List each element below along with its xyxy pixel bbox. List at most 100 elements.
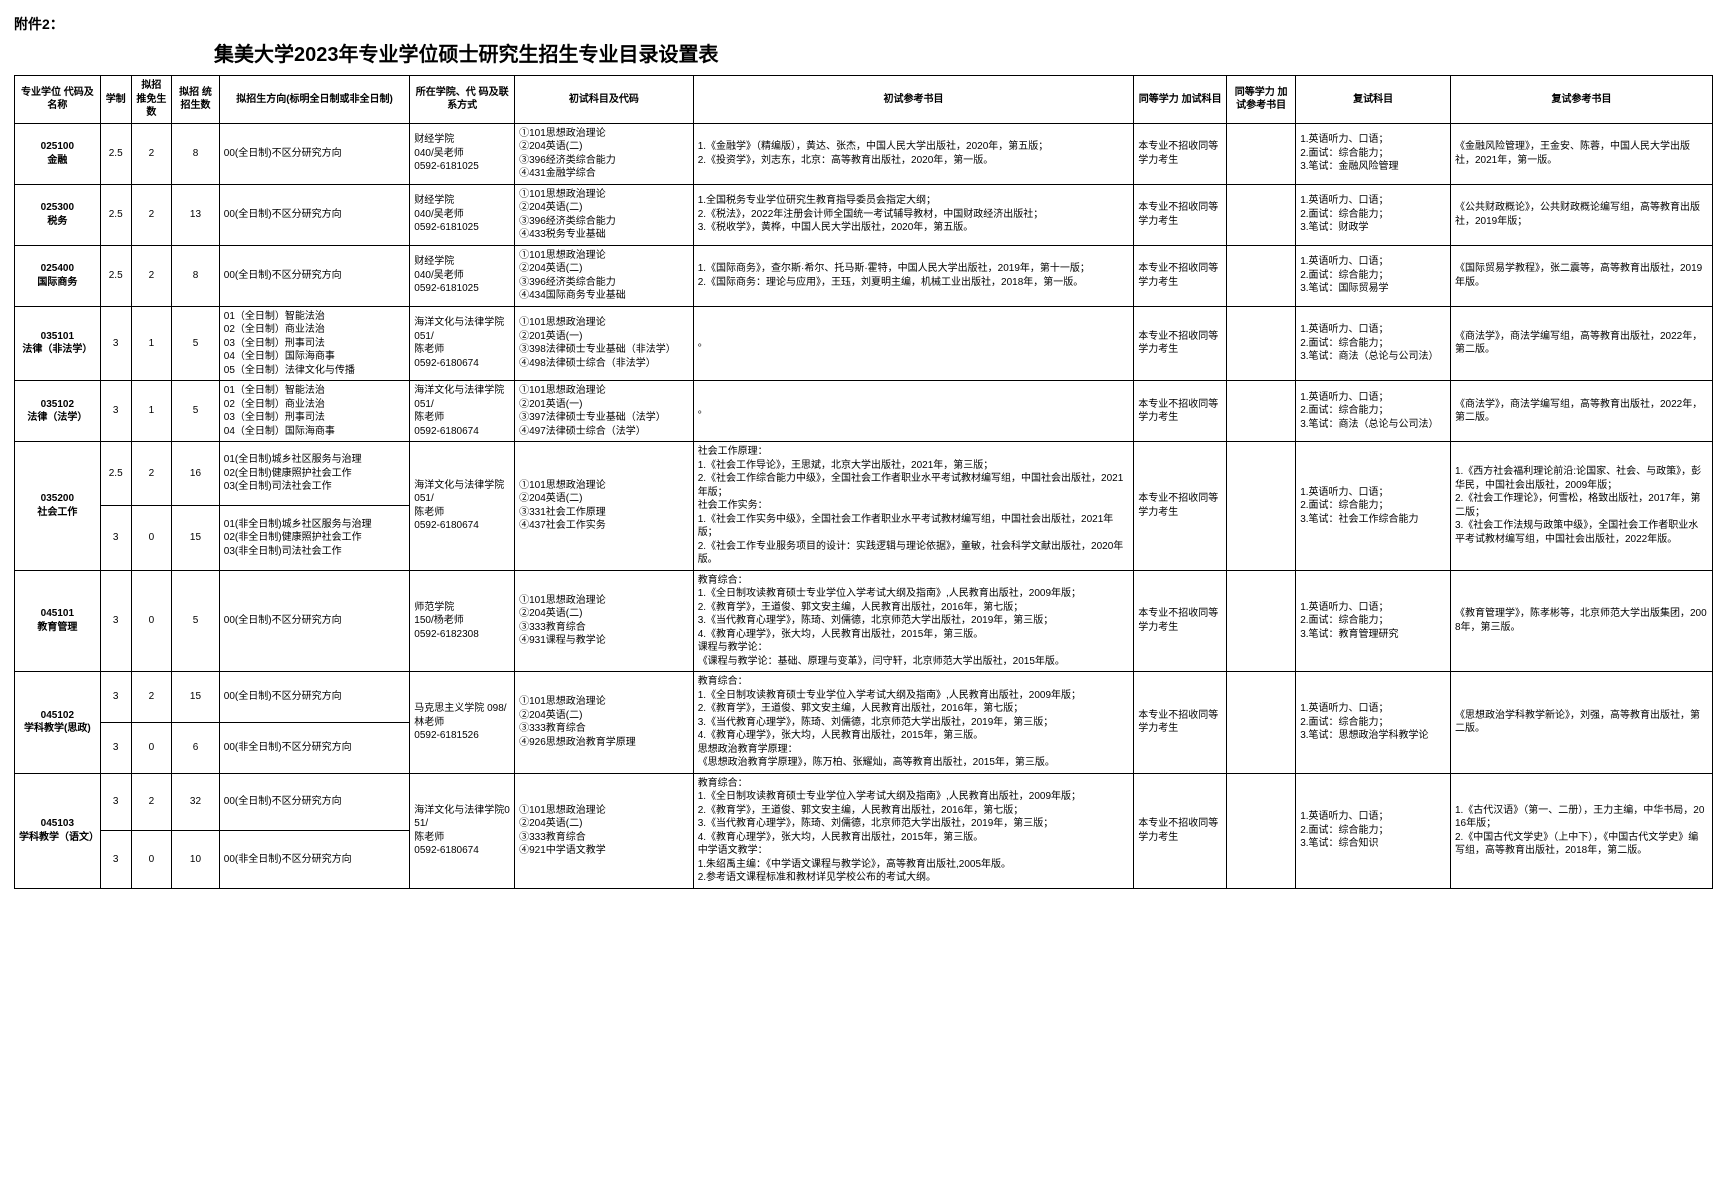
header-row: 专业学位 代码及名称 学制 拟招 推免生数 拟招 统招生数 拟招生方向(标明全日… [15, 76, 1713, 124]
cell-fushi: 1.英语听力、口语； 2.面试：综合能力； 3.笔试：财政学 [1296, 184, 1451, 245]
cell-tdref [1227, 672, 1296, 774]
table-row: 045102 学科教学(思政)321500(全日制)不区分研究方向马克思主义学院… [15, 672, 1713, 723]
th-ref1: 初试参考书目 [693, 76, 1134, 124]
cell-n1: 2 [131, 773, 171, 831]
cell-xuezhi: 2.5 [100, 245, 131, 306]
cell-code: 045103 学科教学（语文） [15, 773, 101, 888]
cell-n2: 13 [172, 184, 220, 245]
cell-exam: ①101思想政治理论 ②201英语(一) ③397法律硕士专业基础（法学） ④4… [515, 381, 694, 442]
cell-tdxk: 本专业不招收同等学力考生 [1134, 570, 1227, 672]
cell-tdxk: 本专业不招收同等学力考生 [1134, 123, 1227, 184]
cell-fushi: 1.英语听力、口语； 2.面试：综合能力； 3.笔试：思想政治学科教学论 [1296, 672, 1451, 774]
cell-tdref [1227, 123, 1296, 184]
cell-n1: 0 [131, 506, 171, 570]
cell-xuezhi: 3 [100, 570, 131, 672]
cell-ref1: 教育综合： 1.《全日制攻读教育硕士专业学位入学考试大纲及指南》,人民教育出版社… [693, 672, 1134, 774]
cell-ref1: 1.全国税务专业学位研究生教育指导委员会指定大纲； 2.《税法》，2022年注册… [693, 184, 1134, 245]
cell-fref: 《教育管理学》，陈孝彬等，北京师范大学出版集团，2008年，第三版。 [1450, 570, 1712, 672]
page-title: 集美大学2023年专业学位硕士研究生招生专业目录设置表 [214, 38, 1713, 67]
cell-xuezhi: 3 [100, 506, 131, 570]
cell-n2: 5 [172, 306, 220, 381]
th-fushi: 复试科目 [1296, 76, 1451, 124]
cell-exam: ①101思想政治理论 ②201英语(一) ③398法律硕士专业基础（非法学） ④… [515, 306, 694, 381]
th-n1: 拟招 推免生数 [131, 76, 171, 124]
cell-tdref [1227, 442, 1296, 571]
cell-tdxk: 本专业不招收同等学力考生 [1134, 381, 1227, 442]
cell-tdref [1227, 773, 1296, 888]
cell-tdref [1227, 245, 1296, 306]
cell-n2: 15 [172, 506, 220, 570]
table-row: 025300 税务2.521300(全日制)不区分研究方向财经学院 040/吴老… [15, 184, 1713, 245]
table-row: 035200 社会工作2.521601(全日制)城乡社区服务与治理 02(全日制… [15, 442, 1713, 506]
cell-ref1: 。 [693, 381, 1134, 442]
cell-xuezhi: 3 [100, 722, 131, 773]
cell-exam: ①101思想政治理论 ②204英语(二) ③396经济类综合能力 ④434国际商… [515, 245, 694, 306]
cell-tdref [1227, 306, 1296, 381]
cell-fref: 《公共财政概论》，公共财政概论编写组，高等教育出版社，2019年版； [1450, 184, 1712, 245]
cell-dept: 财经学院 040/吴老师 0592-6181025 [410, 123, 515, 184]
th-dir: 拟招生方向(标明全日制或非全日制) [219, 76, 410, 124]
cell-ref1: 社会工作原理： 1.《社会工作导论》，王思斌，北京大学出版社，2021年，第三版… [693, 442, 1134, 571]
cell-n1: 2 [131, 672, 171, 723]
cell-code: 035102 法律（法学） [15, 381, 101, 442]
cell-fref: 《思想政治学科教学新论》，刘强，高等教育出版社，第二版。 [1450, 672, 1712, 774]
cell-tdxk: 本专业不招收同等学力考生 [1134, 672, 1227, 774]
cell-ref1: 。 [693, 306, 1134, 381]
cell-ref1: 教育综合： 1.《全日制攻读教育硕士专业学位入学考试大纲及指南》,人民教育出版社… [693, 773, 1134, 888]
cell-dept: 马克思主义学院 098/ 林老师 0592-6181526 [410, 672, 515, 774]
cell-exam: ①101思想政治理论 ②204英语(二) ③333教育综合 ④921中学语文教学 [515, 773, 694, 888]
cell-dept: 师范学院 150/杨老师 0592-6182308 [410, 570, 515, 672]
cell-dir: 00(全日制)不区分研究方向 [219, 123, 410, 184]
cell-fref: 《商法学》，商法学编写组，高等教育出版社，2022年，第二版。 [1450, 306, 1712, 381]
table-row: 035102 法律（法学）31501（全日制）智能法治 02（全日制）商业法治 … [15, 381, 1713, 442]
cell-xuezhi: 2.5 [100, 184, 131, 245]
cell-code: 025400 国际商务 [15, 245, 101, 306]
cell-dept: 海洋文化与法律学院051/ 陈老师 0592-6180674 [410, 773, 515, 888]
cell-xuezhi: 3 [100, 831, 131, 889]
cell-tdxk: 本专业不招收同等学力考生 [1134, 245, 1227, 306]
cell-dept: 财经学院 040/吴老师 0592-6181025 [410, 245, 515, 306]
table-row: 025100 金融2.52800(全日制)不区分研究方向财经学院 040/吴老师… [15, 123, 1713, 184]
cell-dir: 00(全日制)不区分研究方向 [219, 245, 410, 306]
cell-exam: ①101思想政治理论 ②204英语(二) ③333教育综合 ④926思想政治教育… [515, 672, 694, 774]
cell-tdref [1227, 570, 1296, 672]
th-tdref: 同等学力 加试参考书目 [1227, 76, 1296, 124]
cell-tdref [1227, 381, 1296, 442]
table-row: 045103 学科教学（语文）323200(全日制)不区分研究方向海洋文化与法律… [15, 773, 1713, 831]
cell-xuezhi: 2.5 [100, 123, 131, 184]
cell-n2: 10 [172, 831, 220, 889]
cell-dir: 00(全日制)不区分研究方向 [219, 184, 410, 245]
cell-dept: 海洋文化与法律学院 051/ 陈老师 0592-6180674 [410, 442, 515, 571]
cell-n2: 5 [172, 570, 220, 672]
cell-fushi: 1.英语听力、口语； 2.面试：综合能力； 3.笔试：综合知识 [1296, 773, 1451, 888]
cell-dept: 海洋文化与法律学院 051/ 陈老师 0592-6180674 [410, 381, 515, 442]
cell-ref1: 1.《国际商务》，查尔斯·希尔、托马斯·霍特，中国人民大学出版社，2019年，第… [693, 245, 1134, 306]
cell-dir: 00(全日制)不区分研究方向 [219, 773, 410, 831]
cell-fushi: 1.英语听力、口语； 2.面试：综合能力； 3.笔试：商法（总论与公司法） [1296, 306, 1451, 381]
th-n2: 拟招 统招生数 [172, 76, 220, 124]
cell-n1: 0 [131, 570, 171, 672]
cell-code: 045102 学科教学(思政) [15, 672, 101, 774]
cell-n1: 0 [131, 831, 171, 889]
cell-n1: 2 [131, 123, 171, 184]
cell-exam: ①101思想政治理论 ②204英语(二) ③333教育综合 ④931课程与教学论 [515, 570, 694, 672]
cell-n2: 8 [172, 123, 220, 184]
cell-n2: 16 [172, 442, 220, 506]
cell-fushi: 1.英语听力、口语； 2.面试：综合能力； 3.笔试：教育管理研究 [1296, 570, 1451, 672]
cell-fushi: 1.英语听力、口语； 2.面试：综合能力； 3.笔试：社会工作综合能力 [1296, 442, 1451, 571]
cell-n1: 0 [131, 722, 171, 773]
cell-code: 035101 法律（非法学） [15, 306, 101, 381]
cell-dir: 00(全日制)不区分研究方向 [219, 570, 410, 672]
cell-dir: 01(非全日制)城乡社区服务与治理 02(非全日制)健康照护社会工作 03(非全… [219, 506, 410, 570]
cell-n1: 1 [131, 306, 171, 381]
cell-fushi: 1.英语听力、口语； 2.面试：综合能力； 3.笔试：金融风险管理 [1296, 123, 1451, 184]
cell-tdxk: 本专业不招收同等学力考生 [1134, 442, 1227, 571]
cell-fref: 《金融风险管理》，王金安、陈蓉，中国人民大学出版社，2021年，第一版。 [1450, 123, 1712, 184]
cell-fref: 《商法学》，商法学编写组，高等教育出版社，2022年，第二版。 [1450, 381, 1712, 442]
cell-tdxk: 本专业不招收同等学力考生 [1134, 773, 1227, 888]
cell-dept: 海洋文化与法律学院 051/ 陈老师 0592-6180674 [410, 306, 515, 381]
cell-code: 025100 金融 [15, 123, 101, 184]
cell-tdxk: 本专业不招收同等学力考生 [1134, 306, 1227, 381]
th-tdxk: 同等学力 加试科目 [1134, 76, 1227, 124]
cell-n2: 15 [172, 672, 220, 723]
